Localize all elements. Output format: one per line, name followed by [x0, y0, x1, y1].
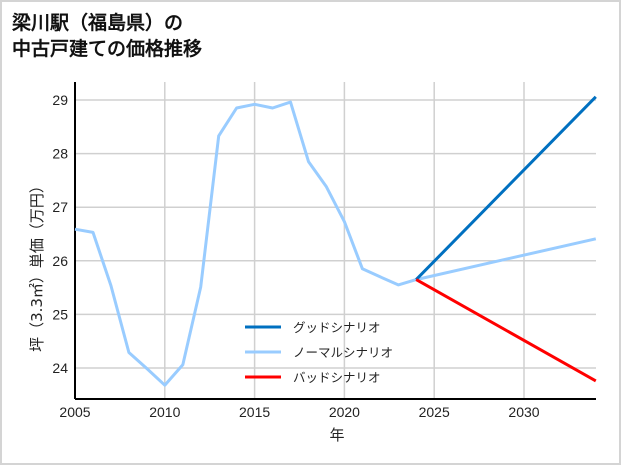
x-axis-label: 年: [329, 426, 344, 444]
y-tick-label: 29: [52, 92, 68, 108]
y-tick-label: 26: [52, 253, 68, 269]
x-tick-label: 2020: [329, 404, 360, 420]
x-tick-label: 2005: [59, 404, 90, 420]
legend-label: グッドシナリオ: [293, 320, 381, 335]
chart-title-line1: 梁川駅（福島県）の: [12, 12, 184, 34]
legend-label: バッドシナリオ: [293, 370, 381, 385]
y-tick-label: 28: [52, 146, 68, 162]
legend-label: ノーマルシナリオ: [293, 345, 393, 360]
series-line: [415, 278, 597, 383]
chart-title-line2: 中古戸建ての価格推移: [12, 38, 203, 60]
series-line: [74, 100, 597, 387]
y-tick-label: 27: [52, 199, 68, 215]
y-axis-label: 坪（3.3㎡）単価（万円）: [28, 178, 46, 352]
x-tick-label: 2015: [239, 404, 270, 420]
y-tick-label: 25: [52, 306, 68, 322]
y-tick-label: 24: [52, 360, 68, 376]
chart-title: 梁川駅（福島県）の 中古戸建ての価格推移: [12, 10, 202, 62]
x-tick-label: 2025: [419, 404, 450, 420]
series-line: [415, 95, 597, 281]
x-tick-label: 2030: [508, 404, 539, 420]
x-tick-label: 2010: [149, 404, 180, 420]
